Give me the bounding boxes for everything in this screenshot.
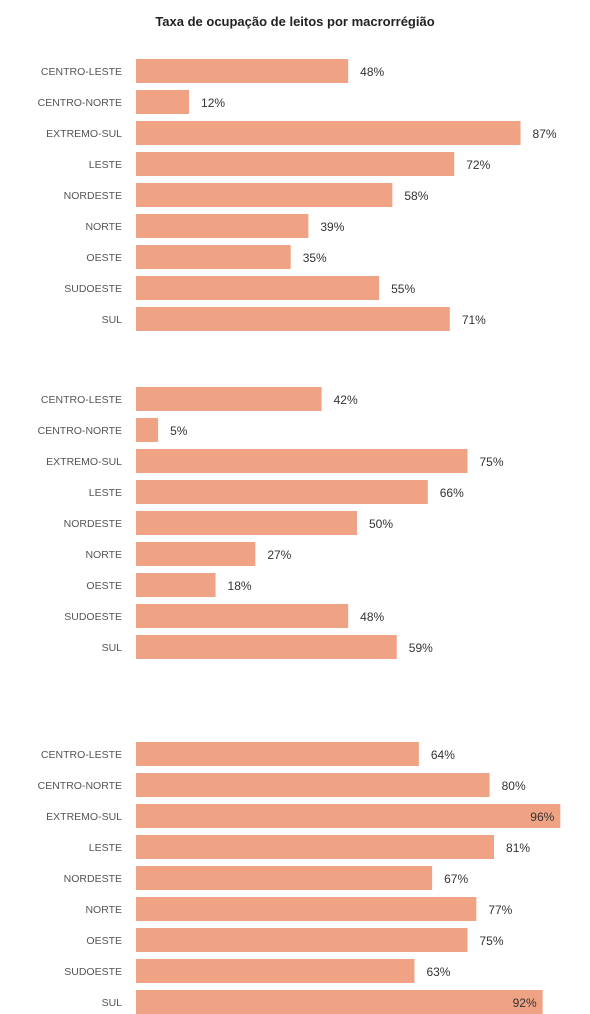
bar[interactable]	[136, 542, 256, 566]
value-label: 92%	[513, 996, 537, 1010]
category-label: SUL	[102, 642, 123, 654]
category-label: CENTRO-NORTE	[38, 97, 122, 109]
value-label: 64%	[431, 748, 455, 762]
bar[interactable]	[136, 152, 455, 176]
category-label: EXTREMO-SUL	[46, 456, 122, 468]
value-label: 67%	[444, 872, 468, 886]
chart-panel-2: CENTRO-LESTE 42% CENTRO-NORTE 5% EXTREMO-SUL…	[38, 387, 504, 659]
category-label: CENTRO-LESTE	[41, 749, 122, 761]
category-label: OESTE	[86, 935, 122, 947]
value-label: 96%	[530, 810, 554, 824]
bar[interactable]	[136, 742, 419, 766]
bar[interactable]	[136, 121, 521, 145]
category-label: LESTE	[89, 487, 122, 499]
value-label: 75%	[480, 934, 504, 948]
bar[interactable]	[136, 959, 415, 983]
value-label: 87%	[533, 127, 557, 141]
value-label: 12%	[201, 96, 225, 110]
category-label: NORDESTE	[64, 190, 122, 202]
bar[interactable]	[136, 990, 543, 1014]
category-label: CENTRO-LESTE	[41, 66, 122, 78]
value-label: 72%	[466, 158, 490, 172]
category-label: NORDESTE	[64, 518, 122, 530]
bar[interactable]	[136, 897, 477, 921]
category-label: NORTE	[85, 221, 122, 233]
category-label: OESTE	[86, 252, 122, 264]
bar[interactable]	[136, 480, 428, 504]
value-label: 35%	[303, 251, 327, 265]
category-label: SUDOESTE	[64, 283, 122, 295]
chart-title: Taxa de ocupação de leitos por macrorrég…	[155, 14, 435, 29]
value-label: 81%	[506, 841, 530, 855]
bar[interactable]	[136, 183, 393, 207]
value-label: 39%	[320, 220, 344, 234]
category-label: CENTRO-NORTE	[38, 780, 122, 792]
bar[interactable]	[136, 635, 397, 659]
value-label: 59%	[409, 641, 433, 655]
value-label: 50%	[369, 517, 393, 531]
bar[interactable]	[136, 276, 380, 300]
bar[interactable]	[136, 835, 495, 859]
category-label: NORTE	[85, 904, 122, 916]
value-label: 5%	[170, 424, 188, 438]
value-label: 58%	[404, 189, 428, 203]
category-label: EXTREMO-SUL	[46, 811, 122, 823]
category-label: EXTREMO-SUL	[46, 128, 122, 140]
category-label: SUDOESTE	[64, 966, 122, 978]
bar[interactable]	[136, 214, 309, 238]
value-label: 71%	[462, 313, 486, 327]
category-label: SUL	[102, 314, 123, 326]
bar[interactable]	[136, 59, 349, 83]
bar[interactable]	[136, 928, 468, 952]
value-label: 42%	[334, 393, 358, 407]
value-label: 77%	[488, 903, 512, 917]
bar[interactable]	[136, 387, 322, 411]
category-label: OESTE	[86, 580, 122, 592]
chart-panel-3: CENTRO-LESTE 64% CENTRO-NORTE 80% EXTREMO-SU…	[38, 742, 561, 1014]
bar[interactable]	[136, 604, 349, 628]
category-label: LESTE	[89, 842, 122, 854]
bar[interactable]	[136, 418, 159, 442]
value-label: 66%	[440, 486, 464, 500]
value-label: 55%	[391, 282, 415, 296]
category-label: LESTE	[89, 159, 122, 171]
value-label: 75%	[480, 455, 504, 469]
bar[interactable]	[136, 573, 216, 597]
bar[interactable]	[136, 449, 468, 473]
bar[interactable]	[136, 307, 450, 331]
value-label: 18%	[228, 579, 252, 593]
category-label: NORTE	[85, 549, 122, 561]
category-label: CENTRO-NORTE	[38, 425, 122, 437]
category-label: CENTRO-LESTE	[41, 394, 122, 406]
value-label: 48%	[360, 610, 384, 624]
category-label: NORDESTE	[64, 873, 122, 885]
bar[interactable]	[136, 511, 357, 535]
value-label: 27%	[267, 548, 291, 562]
value-label: 48%	[360, 65, 384, 79]
value-label: 80%	[502, 779, 526, 793]
bar[interactable]	[136, 245, 291, 269]
bar[interactable]	[136, 90, 190, 114]
chart-panel-1: CENTRO-LESTE 48% CENTRO-NORTE 12% EXTREMO-SU…	[38, 59, 557, 331]
value-label: 63%	[426, 965, 450, 979]
bar[interactable]	[136, 773, 490, 797]
bar[interactable]	[136, 866, 433, 890]
bar[interactable]	[136, 804, 561, 828]
category-label: SUDOESTE	[64, 611, 122, 623]
category-label: SUL	[102, 997, 123, 1009]
